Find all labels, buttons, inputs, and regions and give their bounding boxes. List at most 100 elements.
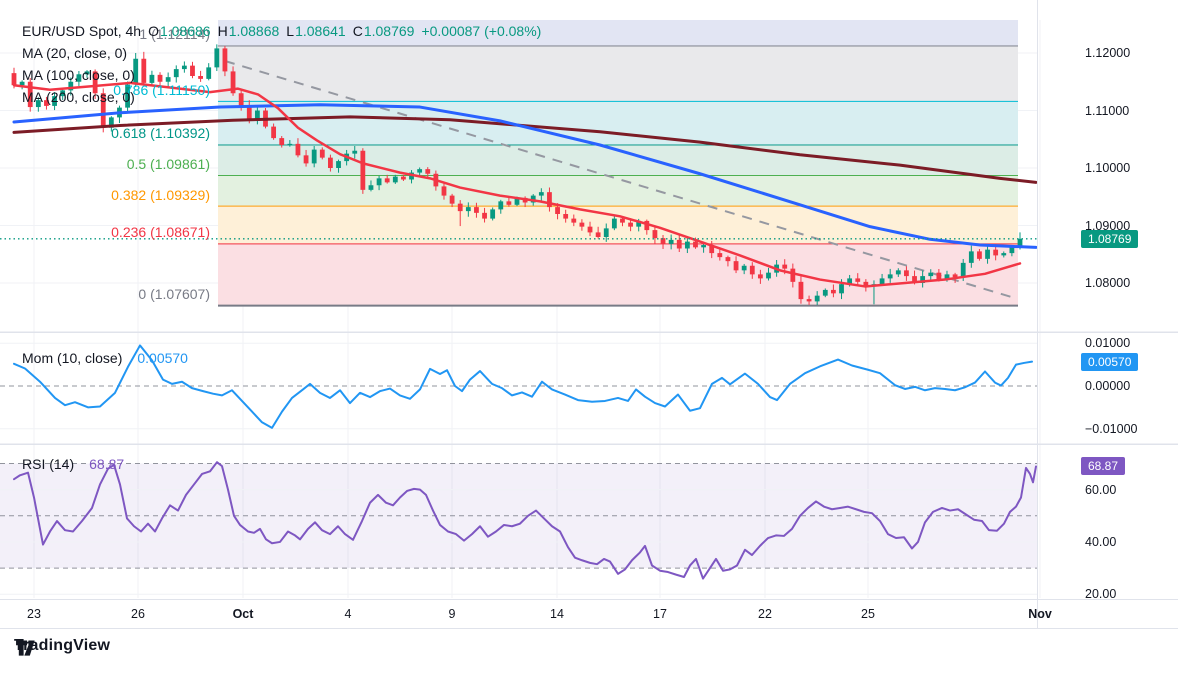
fib-level-label: 0.5 (1.09861) — [126, 155, 210, 172]
candle-body — [628, 222, 633, 227]
candle-body — [693, 241, 698, 248]
time-tick-label: 23 — [27, 607, 41, 621]
candle-body — [319, 149, 325, 158]
candle-body — [68, 81, 74, 91]
candle-body — [977, 251, 982, 259]
candle-body — [636, 220, 642, 227]
fib-level-label: 0.236 (1.08671) — [111, 224, 210, 241]
ma-legend-label: MA (20, close, 0) — [22, 45, 128, 61]
candle-body — [822, 289, 828, 296]
candle-body — [806, 299, 812, 302]
scale-tick-label: 1.09000 — [1085, 218, 1131, 233]
candle-body — [1017, 238, 1023, 248]
candle-body — [985, 249, 990, 259]
tradingview-logo[interactable]: TradingView — [14, 637, 111, 656]
candle-body — [547, 192, 552, 208]
candle-body — [855, 278, 861, 282]
candle-body — [125, 84, 130, 108]
scale-tick-label: 1.08000 — [1085, 276, 1131, 290]
scale-tick-label: 0.01000 — [1085, 336, 1131, 351]
candle-body — [555, 207, 560, 214]
candle-body — [571, 218, 577, 223]
candle-body — [384, 178, 390, 183]
candle-body — [603, 228, 609, 237]
ohlc-open: O 1.08686 — [148, 23, 211, 39]
fib-band — [218, 20, 1018, 47]
candle-body — [311, 149, 317, 164]
candle-body — [725, 257, 731, 262]
momentum-legend-row[interactable]: Mom (10, close) 0.00570 — [22, 350, 188, 366]
rsi-legend-row[interactable]: RSI (14) 68.87 — [22, 456, 124, 472]
candle-body — [336, 161, 341, 168]
candle-body — [952, 274, 958, 278]
ma100-line — [12, 103, 1038, 249]
fib-band — [218, 175, 1018, 207]
momentum-line — [13, 344, 1033, 429]
ohlc-close: C 1.08769 — [352, 23, 415, 39]
candle-body — [741, 265, 747, 271]
change-value: +0.00087 (+0.08%) — [421, 23, 542, 39]
rsi-badge: 68.87 — [1081, 457, 1126, 476]
candle-body — [757, 274, 763, 279]
tradingview-logo-icon — [16, 640, 35, 656]
ma-legend-row[interactable]: MA (100, close, 0) — [22, 67, 135, 83]
ohlc-low: L 1.08641 — [286, 23, 346, 39]
candle-body — [611, 218, 617, 229]
time-tick-label: Nov — [1028, 607, 1052, 621]
candle-body — [766, 272, 771, 279]
ma200-line — [12, 115, 1038, 184]
ma-legend-row[interactable]: MA (20, close, 0) — [22, 45, 127, 61]
candle-body — [863, 281, 869, 286]
candle-body — [968, 251, 974, 263]
candle-body — [157, 74, 163, 82]
fib-level-label: 0 (1.07607) — [138, 285, 210, 302]
ma-legend-row[interactable]: MA (200, close, 0) — [22, 89, 135, 105]
candle-body — [944, 274, 950, 280]
candle-body — [676, 239, 682, 249]
candle-body — [27, 81, 33, 108]
candle-body — [392, 176, 398, 183]
candle-body — [108, 117, 114, 128]
candle-body — [295, 143, 301, 156]
candle-body — [620, 218, 625, 223]
candle-body — [11, 73, 17, 86]
rsi-label: RSI (14) — [22, 456, 75, 472]
candle-body — [352, 150, 358, 154]
candle-body — [44, 100, 49, 106]
candle-body — [401, 176, 406, 180]
trendline[interactable] — [224, 60, 1019, 300]
tradingview-logo-text: TradingView — [14, 637, 111, 654]
pane-divider — [0, 443, 1178, 445]
time-tick-label: Oct — [232, 607, 254, 621]
candle-body — [35, 100, 41, 108]
candle-body — [19, 81, 25, 86]
candle-body — [198, 76, 203, 79]
fib-band — [218, 244, 1018, 306]
time-tick-label: 25 — [861, 607, 875, 621]
candle-body — [530, 195, 536, 203]
candle-body — [749, 265, 755, 275]
pane-divider — [0, 599, 1178, 600]
candle-body — [644, 220, 650, 231]
candle-body — [287, 143, 293, 146]
candle-body — [303, 155, 309, 164]
candle-body — [920, 276, 926, 283]
ma-legend-label: MA (200, close, 0) — [22, 89, 135, 105]
candle-body — [465, 207, 471, 212]
candle-body — [441, 186, 447, 196]
candle-body — [904, 270, 909, 277]
candle-body — [84, 71, 90, 75]
candle-body — [831, 289, 836, 294]
candle-body — [514, 197, 520, 205]
candle-body — [847, 278, 853, 285]
candle-body — [490, 209, 496, 219]
candle-body — [912, 276, 917, 283]
candle-body — [222, 48, 228, 72]
scale-tick-label: 1.11000 — [1085, 103, 1130, 118]
candle-body — [879, 278, 885, 285]
symbol-legend-row[interactable]: EUR/USD Spot, 4h O 1.08686 H 1.08868 L 1.08… — [22, 23, 541, 39]
fib-level-label: 0.618 (1.10392) — [111, 125, 210, 142]
candle-body — [498, 201, 504, 210]
candle-body — [60, 90, 66, 97]
